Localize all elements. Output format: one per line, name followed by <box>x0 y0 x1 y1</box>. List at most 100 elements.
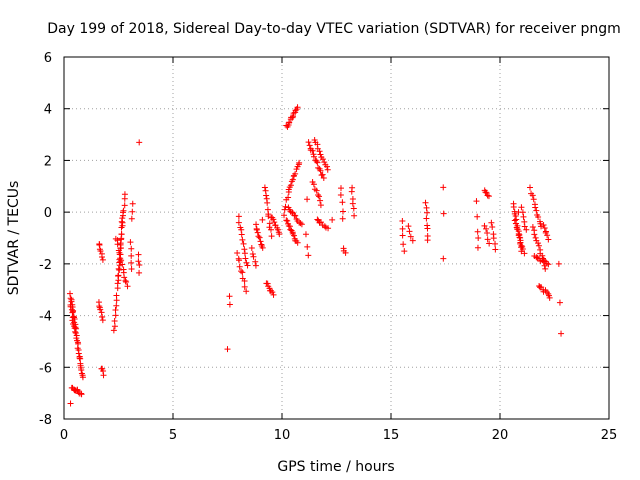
data-point <box>530 196 537 203</box>
data-point <box>292 212 299 219</box>
data-point <box>264 199 271 206</box>
data-point <box>226 301 233 308</box>
data-point <box>306 142 313 149</box>
data-point <box>316 148 323 155</box>
data-point <box>521 223 528 230</box>
data-point <box>271 219 278 226</box>
data-point <box>337 191 344 198</box>
data-point <box>289 176 296 183</box>
data-point <box>523 226 530 233</box>
data-point <box>424 237 431 244</box>
y-tick-label: 6 <box>44 51 52 66</box>
data-point <box>67 400 74 407</box>
data-point <box>254 229 261 236</box>
data-point <box>116 249 123 256</box>
data-point <box>490 235 497 242</box>
data-point <box>290 232 297 239</box>
data-point <box>241 246 248 253</box>
data-point <box>124 283 131 290</box>
data-point <box>259 244 266 251</box>
data-point <box>253 221 260 228</box>
y-tick-label: -4 <box>39 310 52 325</box>
data-point <box>255 233 262 240</box>
data-point <box>492 240 499 247</box>
data-point <box>290 113 297 120</box>
data-point <box>532 204 539 211</box>
data-point <box>329 216 336 223</box>
data-point <box>135 258 142 265</box>
data-point <box>512 220 519 227</box>
data-point <box>122 277 129 284</box>
y-tick-label: 2 <box>44 154 52 169</box>
data-point <box>110 327 117 334</box>
data-point <box>484 192 491 199</box>
data-point <box>302 231 309 238</box>
data-point <box>268 233 275 240</box>
data-point <box>440 255 447 262</box>
data-point <box>135 251 142 258</box>
data-point <box>241 278 248 285</box>
data-point <box>240 240 247 247</box>
data-point <box>97 247 104 254</box>
data-point <box>129 200 136 207</box>
data-point <box>475 235 482 241</box>
y-tick-label: 0 <box>44 206 52 221</box>
data-point <box>283 217 290 224</box>
data-point <box>351 212 358 219</box>
data-point <box>474 213 481 220</box>
data-point <box>243 288 250 295</box>
data-point <box>532 234 539 241</box>
data-point <box>117 241 124 248</box>
chart-title: Day 199 of 2018, Sidereal Day-to-day VTE… <box>47 21 621 37</box>
data-point <box>529 192 536 199</box>
data-point <box>486 240 493 247</box>
data-point <box>538 223 545 230</box>
data-point <box>473 198 480 205</box>
data-point <box>401 248 408 255</box>
data-point <box>239 236 246 243</box>
data-point <box>249 251 256 258</box>
data-point <box>309 147 316 154</box>
data-point <box>257 238 264 245</box>
data-point <box>121 191 128 198</box>
data-point <box>297 220 304 227</box>
data-point <box>319 156 326 163</box>
data-point <box>112 307 119 314</box>
x-tick-label: 15 <box>383 428 400 443</box>
data-point <box>270 216 277 223</box>
data-point <box>259 216 266 223</box>
data-point <box>342 249 349 256</box>
data-point <box>316 193 323 200</box>
data-point <box>484 229 491 236</box>
x-tick-label: 20 <box>492 428 509 443</box>
data-point <box>75 350 82 357</box>
data-point <box>236 257 243 264</box>
data-point <box>314 159 321 166</box>
data-point <box>305 139 312 146</box>
data-point <box>113 292 120 299</box>
data-point <box>76 355 83 362</box>
x-tick-label: 5 <box>169 428 177 443</box>
grid <box>64 57 609 419</box>
data-point <box>68 298 75 305</box>
data-point <box>320 174 327 181</box>
data-point <box>115 272 122 279</box>
data-point <box>239 269 246 276</box>
data-point <box>136 261 143 268</box>
data-point <box>545 236 552 243</box>
data-point <box>241 283 248 290</box>
data-point <box>78 391 85 398</box>
data-point <box>224 346 231 353</box>
data-point <box>482 189 489 196</box>
data-point <box>242 255 249 262</box>
data-point <box>121 202 128 209</box>
data-point <box>350 205 357 212</box>
y-tick-label: 4 <box>44 103 52 118</box>
data-point <box>286 119 293 126</box>
data-point <box>128 266 135 273</box>
data-point <box>424 225 431 232</box>
data-point <box>72 330 79 337</box>
x-axis-label: GPS time / hours <box>277 459 394 475</box>
data-point <box>511 217 518 224</box>
